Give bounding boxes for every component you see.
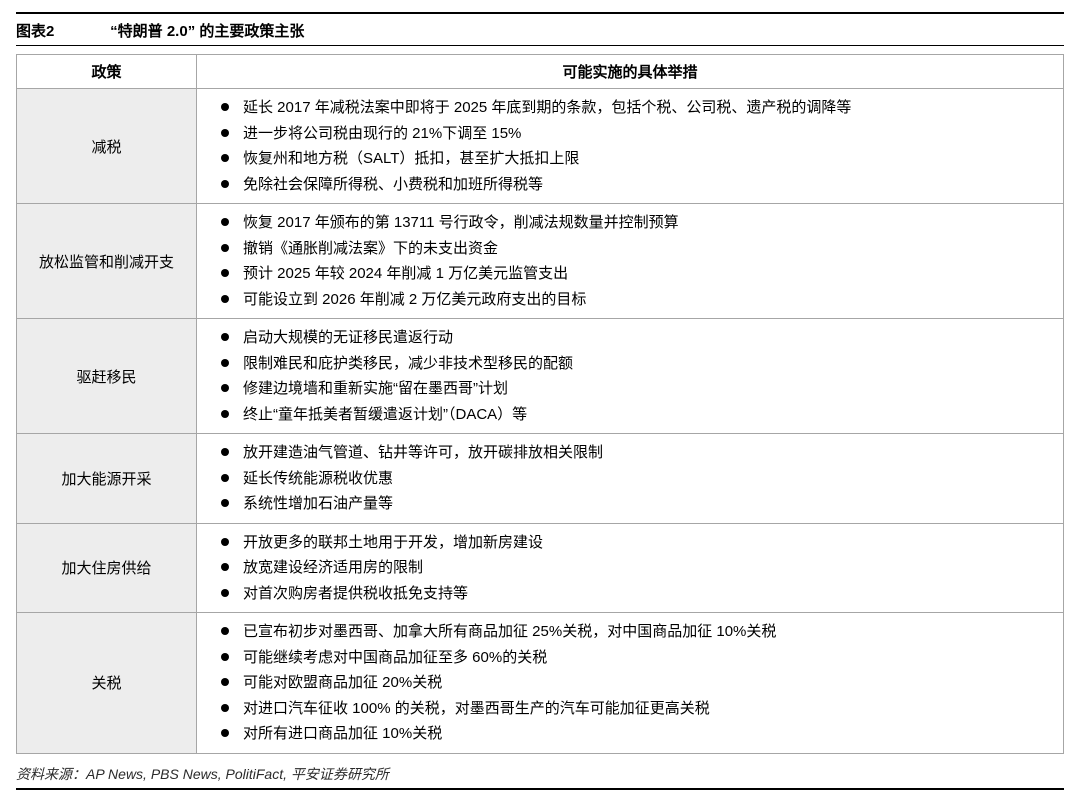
measure-item: 进一步将公司税由现行的 21%下调至 15% (221, 121, 1053, 147)
table-body: 减税延长 2017 年减税法案中即将于 2025 年底到期的条款，包括个税、公司… (17, 89, 1064, 754)
measure-item: 限制难民和庇护类移民，减少非技术型移民的配额 (221, 351, 1053, 377)
measure-item: 可能对欧盟商品加征 20%关税 (221, 670, 1053, 696)
table-row: 减税延长 2017 年减税法案中即将于 2025 年底到期的条款，包括个税、公司… (17, 89, 1064, 204)
measure-item: 开放更多的联邦土地用于开发，增加新房建设 (221, 530, 1053, 556)
measure-item: 对首次购房者提供税收抵免支持等 (221, 581, 1053, 607)
measure-item: 撤销《通胀削减法案》下的未支出资金 (221, 236, 1053, 262)
measure-list: 放开建造油气管道、钻井等许可，放开碳排放相关限制延长传统能源税收优惠系统性增加石… (221, 440, 1053, 517)
measure-item: 可能设立到 2026 年削减 2 万亿美元政府支出的目标 (221, 287, 1053, 313)
table-row: 驱赶移民启动大规模的无证移民遣返行动限制难民和庇护类移民，减少非技术型移民的配额… (17, 319, 1064, 434)
measure-item: 免除社会保障所得税、小费税和加班所得税等 (221, 172, 1053, 198)
table-row: 加大能源开采放开建造油气管道、钻井等许可，放开碳排放相关限制延长传统能源税收优惠… (17, 434, 1064, 524)
policy-cell: 加大住房供给 (17, 523, 197, 613)
measure-item: 恢复州和地方税（SALT）抵扣，甚至扩大抵扣上限 (221, 146, 1053, 172)
source-line: 资料来源：AP News, PBS News, PolitiFact, 平安证券… (16, 760, 1064, 790)
measure-item: 延长 2017 年减税法案中即将于 2025 年底到期的条款，包括个税、公司税、… (221, 95, 1053, 121)
measure-item: 修建边境墙和重新实施“留在墨西哥”计划 (221, 376, 1053, 402)
measure-cell: 启动大规模的无证移民遣返行动限制难民和庇护类移民，减少非技术型移民的配额修建边境… (197, 319, 1064, 434)
table-row: 放松监管和削减开支恢复 2017 年颁布的第 13711 号行政令，削减法规数量… (17, 204, 1064, 319)
measure-item: 放开建造油气管道、钻井等许可，放开碳排放相关限制 (221, 440, 1053, 466)
policy-cell: 关税 (17, 613, 197, 754)
measure-cell: 放开建造油气管道、钻井等许可，放开碳排放相关限制延长传统能源税收优惠系统性增加石… (197, 434, 1064, 524)
measure-item: 对进口汽车征收 100% 的关税，对墨西哥生产的汽车可能加征更高关税 (221, 696, 1053, 722)
measure-item: 终止“童年抵美者暂缓遣返计划”（DACA）等 (221, 402, 1053, 428)
measure-list: 恢复 2017 年颁布的第 13711 号行政令，削减法规数量并控制预算撤销《通… (221, 210, 1053, 312)
figure-label: 图表2 (16, 20, 106, 41)
table-row: 关税已宣布初步对墨西哥、加拿大所有商品加征 25%关税，对中国商品加征 10%关… (17, 613, 1064, 754)
measure-item: 放宽建设经济适用房的限制 (221, 555, 1053, 581)
measure-item: 延长传统能源税收优惠 (221, 466, 1053, 492)
policy-cell: 放松监管和削减开支 (17, 204, 197, 319)
measure-item: 对所有进口商品加征 10%关税 (221, 721, 1053, 747)
figure-title: “特朗普 2.0” 的主要政策主张 (110, 23, 304, 40)
measure-cell: 已宣布初步对墨西哥、加拿大所有商品加征 25%关税，对中国商品加征 10%关税可… (197, 613, 1064, 754)
measure-item: 系统性增加石油产量等 (221, 491, 1053, 517)
measure-cell: 开放更多的联邦土地用于开发，增加新房建设放宽建设经济适用房的限制对首次购房者提供… (197, 523, 1064, 613)
col-header-policy: 政策 (17, 55, 197, 89)
measure-list: 已宣布初步对墨西哥、加拿大所有商品加征 25%关税，对中国商品加征 10%关税可… (221, 619, 1053, 747)
measure-cell: 恢复 2017 年颁布的第 13711 号行政令，削减法规数量并控制预算撤销《通… (197, 204, 1064, 319)
source-label: 资料来源： (16, 766, 86, 782)
measure-list: 开放更多的联邦土地用于开发，增加新房建设放宽建设经济适用房的限制对首次购房者提供… (221, 530, 1053, 607)
measure-item: 启动大规模的无证移民遣返行动 (221, 325, 1053, 351)
col-header-measures: 可能实施的具体举措 (197, 55, 1064, 89)
measure-item: 可能继续考虑对中国商品加征至多 60%的关税 (221, 645, 1053, 671)
measure-item: 恢复 2017 年颁布的第 13711 号行政令，削减法规数量并控制预算 (221, 210, 1053, 236)
source-text: AP News, PBS News, PolitiFact, 平安证券研究所 (86, 766, 389, 782)
measure-cell: 延长 2017 年减税法案中即将于 2025 年底到期的条款，包括个税、公司税、… (197, 89, 1064, 204)
figure-title-bar: 图表2 “特朗普 2.0” 的主要政策主张 (16, 12, 1064, 46)
measure-list: 延长 2017 年减税法案中即将于 2025 年底到期的条款，包括个税、公司税、… (221, 95, 1053, 197)
policy-cell: 减税 (17, 89, 197, 204)
measure-item: 预计 2025 年较 2024 年削减 1 万亿美元监管支出 (221, 261, 1053, 287)
policy-cell: 驱赶移民 (17, 319, 197, 434)
table-row: 加大住房供给开放更多的联邦土地用于开发，增加新房建设放宽建设经济适用房的限制对首… (17, 523, 1064, 613)
table-header-row: 政策 可能实施的具体举措 (17, 55, 1064, 89)
measure-item: 已宣布初步对墨西哥、加拿大所有商品加征 25%关税，对中国商品加征 10%关税 (221, 619, 1053, 645)
measure-list: 启动大规模的无证移民遣返行动限制难民和庇护类移民，减少非技术型移民的配额修建边境… (221, 325, 1053, 427)
policy-cell: 加大能源开采 (17, 434, 197, 524)
policy-table: 政策 可能实施的具体举措 减税延长 2017 年减税法案中即将于 2025 年底… (16, 54, 1064, 754)
